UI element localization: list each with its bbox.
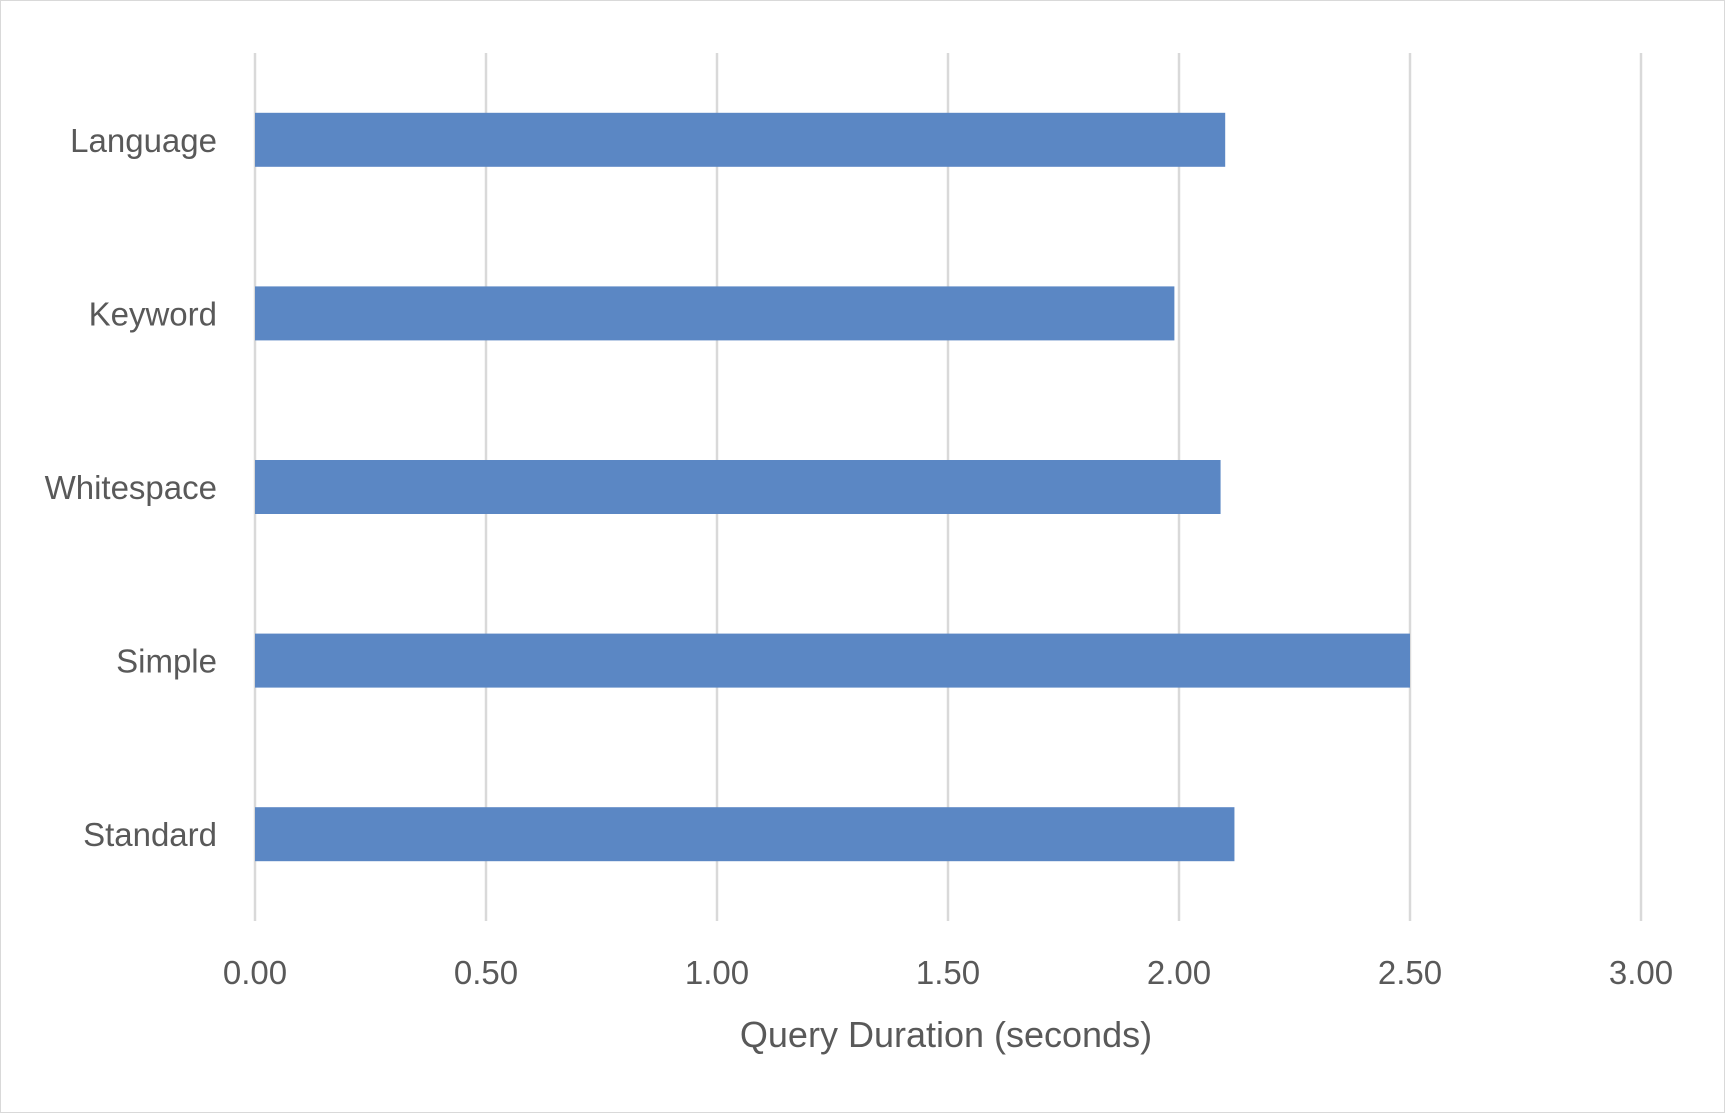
y-tick-label-simple: Simple [116, 643, 217, 680]
x-tick-label: 1.50 [916, 954, 980, 991]
x-axis-title: Query Duration (seconds) [740, 1014, 1152, 1055]
bar-language [255, 112, 1226, 167]
x-tick-label: 3.00 [1609, 954, 1673, 991]
bar-simple [255, 633, 1410, 688]
x-tick-label: 2.50 [1378, 954, 1442, 991]
y-axis-labels: Standard Simple Whitespace Keyword Language [45, 122, 217, 853]
x-tick-label: 2.00 [1147, 954, 1211, 991]
bar-whitespace [255, 460, 1221, 514]
x-axis-labels: 0.00 0.50 1.00 1.50 2.00 2.50 3.00 [223, 954, 1673, 991]
x-tick-label: 0.00 [223, 954, 287, 991]
y-tick-label-language: Language [70, 122, 217, 159]
x-tick-label: 0.50 [454, 954, 518, 991]
y-tick-label-whitespace: Whitespace [45, 469, 217, 506]
x-tick-label: 1.00 [685, 954, 749, 991]
y-tick-label-standard: Standard [83, 816, 217, 853]
bars [255, 112, 1410, 862]
y-tick-label-keyword: Keyword [89, 295, 217, 332]
bar-keyword [255, 286, 1175, 341]
bar-standard [255, 807, 1235, 862]
